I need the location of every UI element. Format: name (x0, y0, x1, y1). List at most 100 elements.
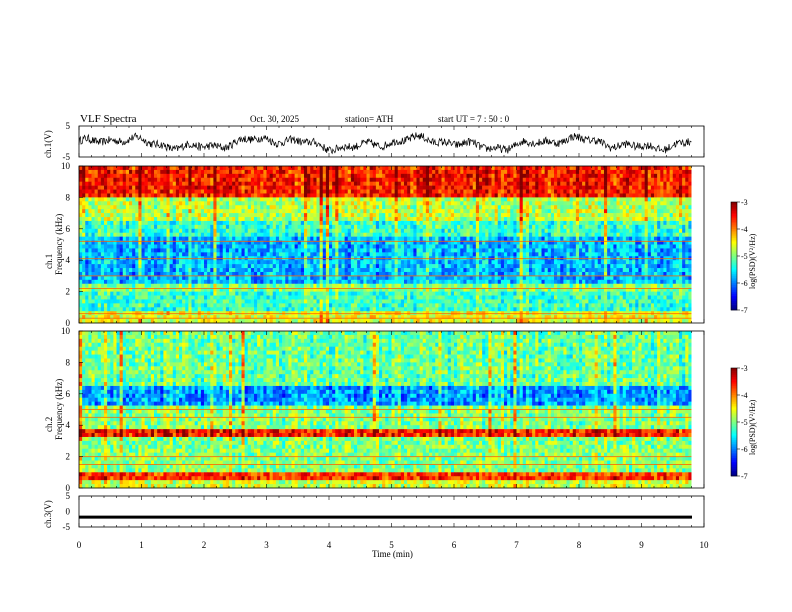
ch1-spectrogram-cell (641, 232, 645, 237)
ch1-spectrogram-cell (160, 177, 164, 182)
ch1-spectrogram-cell (450, 213, 455, 218)
ch1-spectrogram-cell (588, 193, 592, 198)
ch1-spectrogram-cell (97, 217, 102, 222)
ch1-spectrogram-cell (432, 224, 436, 230)
ch1-spectrogram-cell (638, 197, 642, 202)
ch1-spectrogram-cell (138, 209, 142, 214)
ch1-spectrogram-cell (638, 185, 642, 190)
ch1-spectrogram-cell (447, 217, 452, 222)
ch1-spectrogram-cell (322, 166, 327, 171)
ch1-spectrogram-cell (579, 181, 583, 186)
ch1-spectrogram-cell (213, 217, 217, 222)
ch1-spectrogram-cell (113, 240, 117, 245)
ch1-spectrogram-cell (132, 201, 136, 206)
ch1-spectrogram-cell (610, 181, 614, 186)
ch1-spectrogram-cell (382, 177, 386, 182)
ch1-spectrogram-cell (188, 209, 192, 214)
ch1-spectrogram-cell (416, 228, 420, 234)
ch1-spectrogram-cell (88, 189, 92, 194)
ch1-spectrogram-cell (560, 220, 564, 226)
ch1-spectrogram-cell (644, 205, 649, 210)
ch1-spectrogram-cell (210, 177, 214, 182)
ch1-spectrogram-cell (254, 185, 258, 190)
ch1-spectrogram-cell (257, 213, 261, 218)
ch1-spectrogram-cell (350, 166, 355, 171)
ch1-spectrogram-cell (129, 244, 133, 249)
ch1-spectrogram-cell (400, 189, 405, 194)
ch1-spectrogram-cell (247, 205, 252, 210)
ch1-spectrogram-cell (491, 252, 495, 257)
ch1-spectrogram-cell (357, 217, 361, 222)
ch1-spectrogram-cell (357, 224, 361, 230)
ch1-spectrogram-cell (347, 181, 352, 186)
ch1-spectrogram-cell (166, 224, 170, 230)
ch1-spectrogram-cell (360, 224, 364, 230)
ch1-spectrogram-cell (338, 213, 342, 218)
ch1-spectrogram-cell (100, 260, 105, 265)
ch1-spectrogram-cell (288, 209, 292, 214)
ch1-spectrogram-cell (138, 232, 142, 237)
ch1-spectrogram-cell (479, 209, 483, 214)
ch1-spectrogram-cell (129, 185, 133, 190)
ch1-spectrogram-cell (172, 169, 177, 175)
ch1-spectrogram-cell (119, 181, 124, 186)
ch1-spectrogram-cell (447, 260, 452, 265)
ch1-spectrogram-cell (329, 173, 333, 179)
ch1-spectrogram-cell (397, 197, 402, 202)
ch1-spectrogram-cell (160, 213, 164, 218)
ch1-spectrogram-cell (394, 248, 399, 253)
ch1-spectrogram-cell (191, 197, 195, 202)
ch1-spectrogram-cell (554, 232, 558, 237)
ch1-spectrogram-cell (172, 201, 177, 206)
ch1-spectrogram-cell (447, 240, 452, 245)
ch1-spectrogram-cell (110, 244, 114, 249)
ch1-spectrogram-cell (569, 228, 574, 234)
ch1-spectrogram-cell (185, 217, 189, 222)
ch1-spectrogram-cell (229, 189, 233, 194)
ch1-spectrogram-cell (282, 197, 286, 202)
ch1-spectrogram-cell (385, 177, 389, 182)
ch1-spectrogram-cell (238, 260, 242, 265)
ch1-spectrogram-cell (525, 181, 530, 186)
ch1-spectrogram-cell (685, 201, 689, 206)
ch1-spectrogram-cell (579, 201, 583, 206)
ch1-spectrogram-cell (163, 236, 167, 241)
ch1-spectrogram-cell (675, 201, 680, 206)
ch1-spectrogram-cell (654, 228, 658, 234)
ch1-spectrogram-cell (394, 228, 399, 234)
ch1-spectrogram-cell (507, 189, 511, 194)
ch1-spectrogram-cell (360, 209, 364, 214)
ch1-spectrogram-cell (82, 173, 86, 179)
ch1-spectrogram-cell (597, 189, 602, 194)
ch1-spectrogram-cell (366, 205, 370, 210)
ch1-spectrogram-cell (275, 260, 280, 265)
ch1-spectrogram-cell (360, 248, 364, 253)
ch1-spectrogram-cell (141, 252, 145, 257)
ch1-spectrogram-cell (257, 185, 261, 190)
ch1-spectrogram-cell (175, 181, 180, 186)
ch1-spectrogram-cell (457, 236, 461, 241)
ch1-spectrogram-cell (341, 244, 345, 249)
ch1-spectrogram-cell (285, 177, 289, 182)
ch1-spectrogram-cell (363, 181, 367, 186)
ch1-spectrogram-cell (375, 209, 380, 214)
ch1-spectrogram-cell (457, 197, 461, 202)
ch1-spectrogram-cell (685, 209, 689, 214)
ch1-spectrogram-cell (516, 213, 520, 218)
ch1-spectrogram-cell (504, 236, 508, 241)
ch1-spectrogram-cell (107, 169, 111, 175)
ch1-spectrogram-cell (450, 236, 455, 241)
ch1-spectrogram-cell (454, 201, 458, 206)
ch1-spectrogram-cell (416, 252, 420, 257)
ch1-spectrogram-cell (150, 181, 155, 186)
ch1-spectrogram-cell (554, 220, 558, 226)
ch1-spectrogram-cell (216, 228, 220, 234)
ch1-spectrogram-cell (207, 213, 211, 218)
ch1-spectrogram-cell (310, 236, 314, 241)
ch1-spectrogram-cell (507, 181, 511, 186)
ch1-spectrogram-cell (500, 173, 505, 179)
ch1-spectrogram-cell (529, 209, 533, 214)
ch1-spectrogram-cell (638, 232, 642, 237)
ch1-spectrogram-cell (616, 185, 620, 190)
ch1-spectrogram-cell (632, 217, 636, 222)
